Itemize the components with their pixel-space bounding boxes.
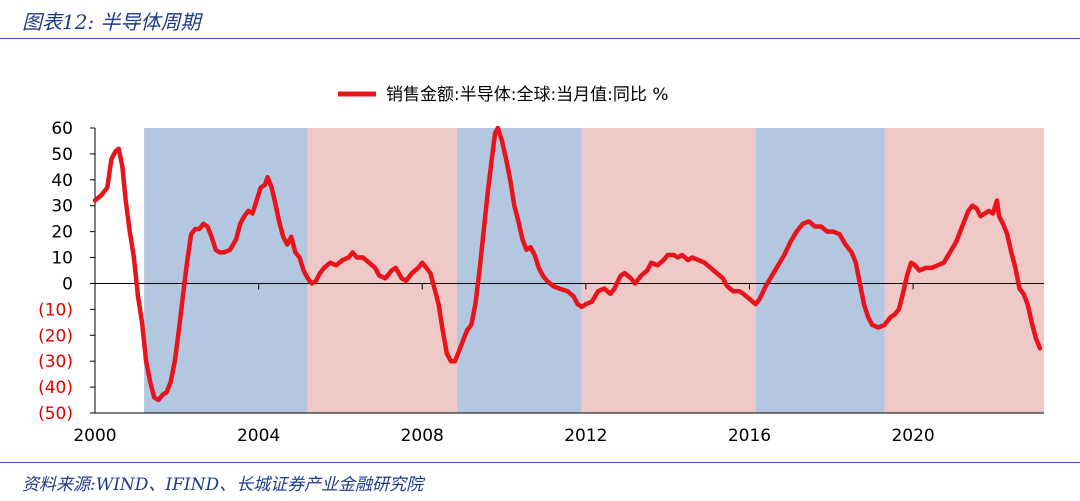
shaded-period-3 — [581, 128, 756, 413]
y-tick-label: 40 — [51, 171, 73, 191]
x-tick-label: 2004 — [237, 426, 280, 446]
x-tick-label: 2012 — [564, 426, 607, 446]
x-tick-label: 2016 — [728, 426, 771, 446]
figure-title: 图表12: 半导体周期 — [22, 10, 201, 34]
series-line-0 — [92, 125, 1043, 403]
y-tick-label: 60 — [51, 119, 73, 139]
shaded-period-1 — [307, 128, 458, 413]
source-rule — [0, 462, 1080, 463]
y-tick-label: (40) — [38, 378, 73, 398]
legend-label: 销售金额:半导体:全球:当月值:同比 % — [386, 85, 668, 105]
source-note: 资料来源:WIND、IFIND、长城证券产业金融研究院 — [22, 475, 424, 495]
y-tick-label: 30 — [51, 197, 73, 217]
y-tick-label: 50 — [51, 145, 73, 165]
y-tick-label: 20 — [51, 223, 73, 243]
series-lines — [92, 125, 1043, 403]
legend: 销售金额:半导体:全球:当月值:同比 % — [338, 85, 668, 105]
shaded-period-0 — [144, 128, 308, 413]
x-tick-label: 2008 — [401, 426, 444, 446]
y-tick-label: (30) — [38, 352, 73, 372]
y-tick-label: 0 — [62, 274, 73, 294]
x-tick-label: 2000 — [73, 426, 116, 446]
x-tick-label: 2020 — [891, 426, 934, 446]
y-tick-label: 10 — [51, 249, 73, 269]
y-tick-label: (50) — [38, 404, 73, 424]
y-tick-label: (20) — [38, 326, 73, 346]
y-tick-label: (10) — [38, 300, 73, 320]
title-rule — [0, 38, 1080, 39]
shaded-period-2 — [457, 128, 582, 413]
axes: 60 50 40 30 20 10 0 (10) (20) (30) (40) (50)2000 200… — [38, 119, 1044, 446]
shaded-periods — [144, 128, 1044, 413]
